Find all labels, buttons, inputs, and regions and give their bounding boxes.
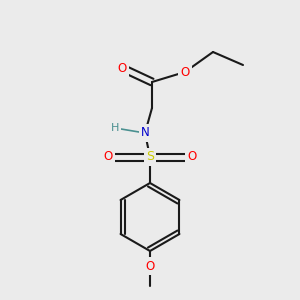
- Text: O: O: [117, 61, 127, 74]
- Text: O: O: [188, 151, 196, 164]
- Text: H: H: [111, 123, 119, 133]
- Text: O: O: [146, 260, 154, 272]
- Text: N: N: [141, 127, 149, 140]
- Text: O: O: [180, 65, 190, 79]
- Text: O: O: [103, 151, 112, 164]
- Text: S: S: [146, 151, 154, 164]
